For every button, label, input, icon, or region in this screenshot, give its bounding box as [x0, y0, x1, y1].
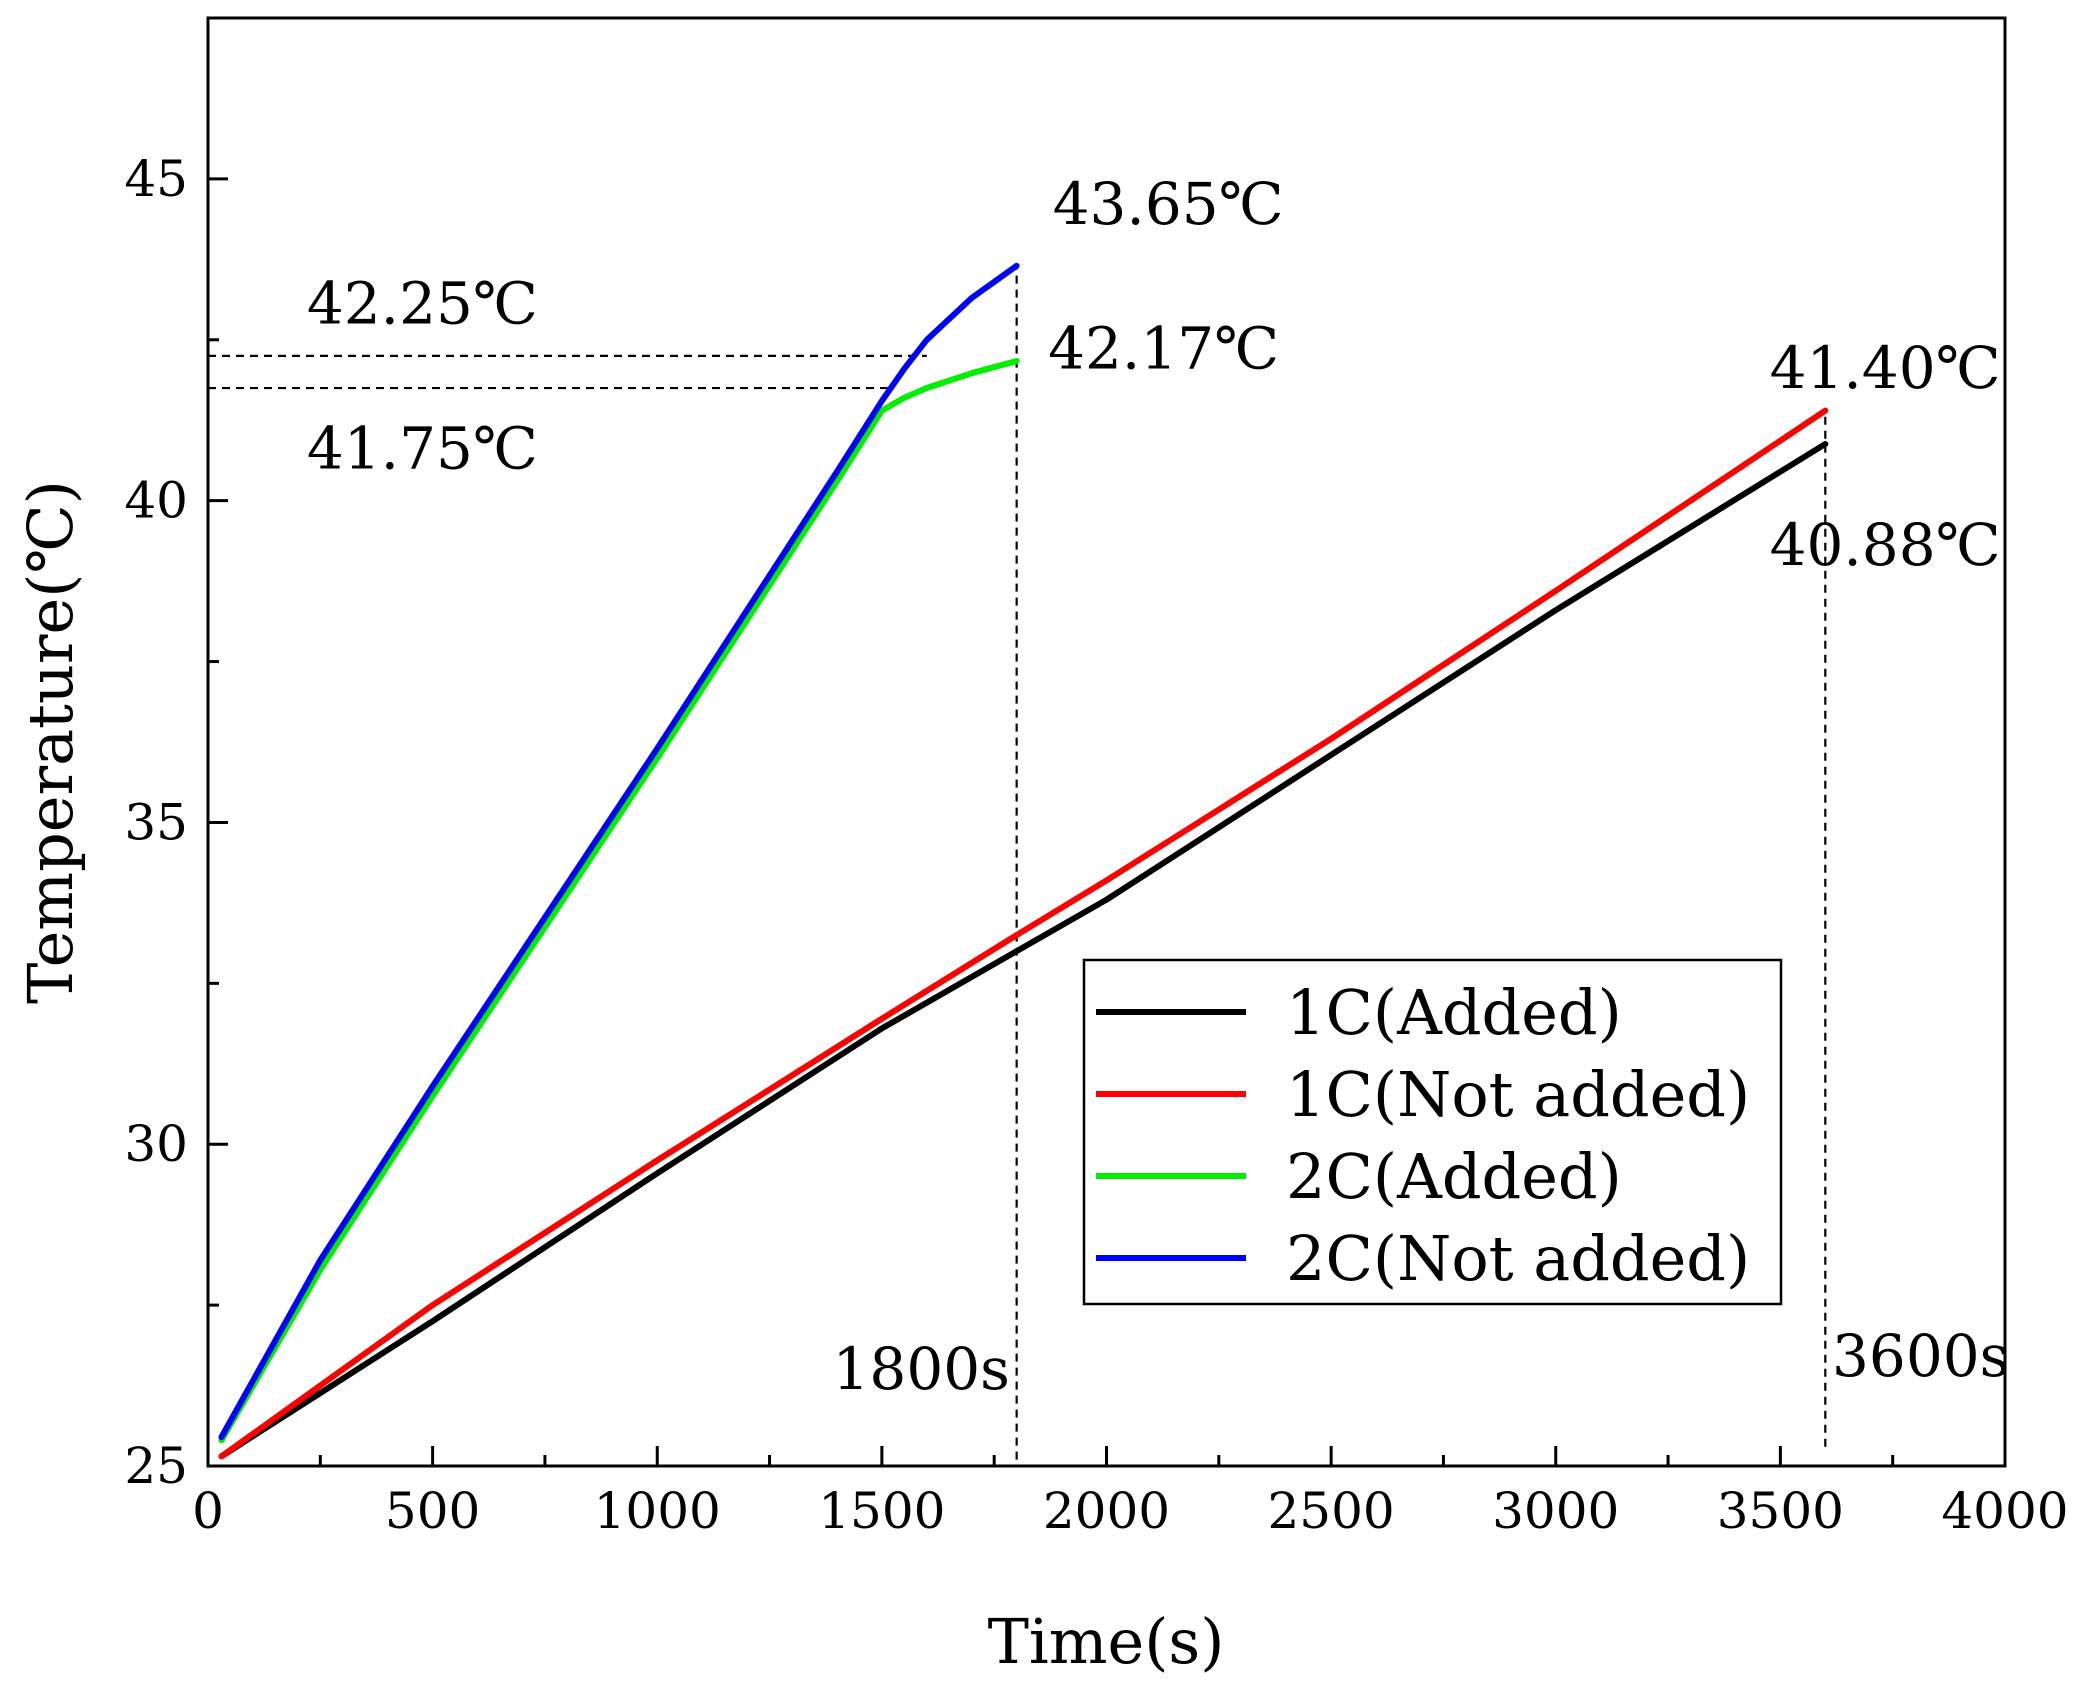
annotation-label: 42.17℃: [1048, 315, 1279, 383]
x-tick-label: 500: [385, 1482, 480, 1540]
annotation-label: 3600s: [1832, 1322, 2009, 1390]
series-line-1c-not-added: [218, 407, 1829, 1460]
annotations: 42.25℃ 41.75℃ 43.65℃ 42.17℃ 41.40℃ 40.88℃ 1800…: [307, 170, 2010, 1403]
y-tick-label: 35: [124, 793, 188, 851]
annotation-label: 1800s: [833, 1335, 1010, 1403]
y-axis-title: Temperature(℃): [14, 480, 87, 1004]
series-line-1c-added: [218, 441, 1829, 1460]
annotation-label: 43.65℃: [1053, 170, 1284, 238]
x-tick-label: 2000: [1043, 1482, 1170, 1540]
annotation-label: 40.88℃: [1770, 511, 2001, 579]
legend-label: 1C(Added): [1286, 976, 1622, 1049]
x-axis: 0 500 1000 1500 2000 2500 3000 3500 4000: [192, 1446, 2069, 1540]
series-lines: [218, 262, 1829, 1460]
annotation-label: 41.40℃: [1770, 334, 2001, 402]
series-line-2c-added: [218, 358, 1020, 1444]
x-axis-title: Time(s): [988, 1605, 1225, 1678]
x-tick-label: 1000: [594, 1482, 721, 1540]
y-tick-label: 45: [124, 150, 188, 208]
x-tick-label: 4000: [1941, 1482, 2068, 1540]
x-tick-label: 2500: [1268, 1482, 1395, 1540]
legend: 1C(Added) 1C(Not added) 2C(Added) 2C(Not ad…: [1082, 958, 1783, 1306]
x-tick-label: 3000: [1492, 1482, 1619, 1540]
legend-label: 2C(Not added): [1286, 1222, 1750, 1295]
annotation-label: 42.25℃: [307, 270, 538, 338]
legend-label: 2C(Added): [1286, 1140, 1622, 1213]
annotation-label: 41.75℃: [307, 414, 538, 482]
series-line-2c-not-added: [218, 262, 1020, 1440]
y-tick-label: 40: [124, 472, 188, 530]
x-tick-label: 0: [192, 1482, 224, 1540]
legend-label: 1C(Not added): [1286, 1058, 1750, 1131]
x-tick-label: 3500: [1717, 1482, 1844, 1540]
y-tick-label: 30: [124, 1115, 188, 1173]
y-tick-label: 25: [124, 1437, 188, 1495]
x-tick-label: 1500: [818, 1482, 945, 1540]
y-axis: 25 30 35 40 45: [124, 150, 228, 1495]
reference-lines: [208, 265, 1827, 1460]
legend-box: [1082, 958, 1783, 1306]
